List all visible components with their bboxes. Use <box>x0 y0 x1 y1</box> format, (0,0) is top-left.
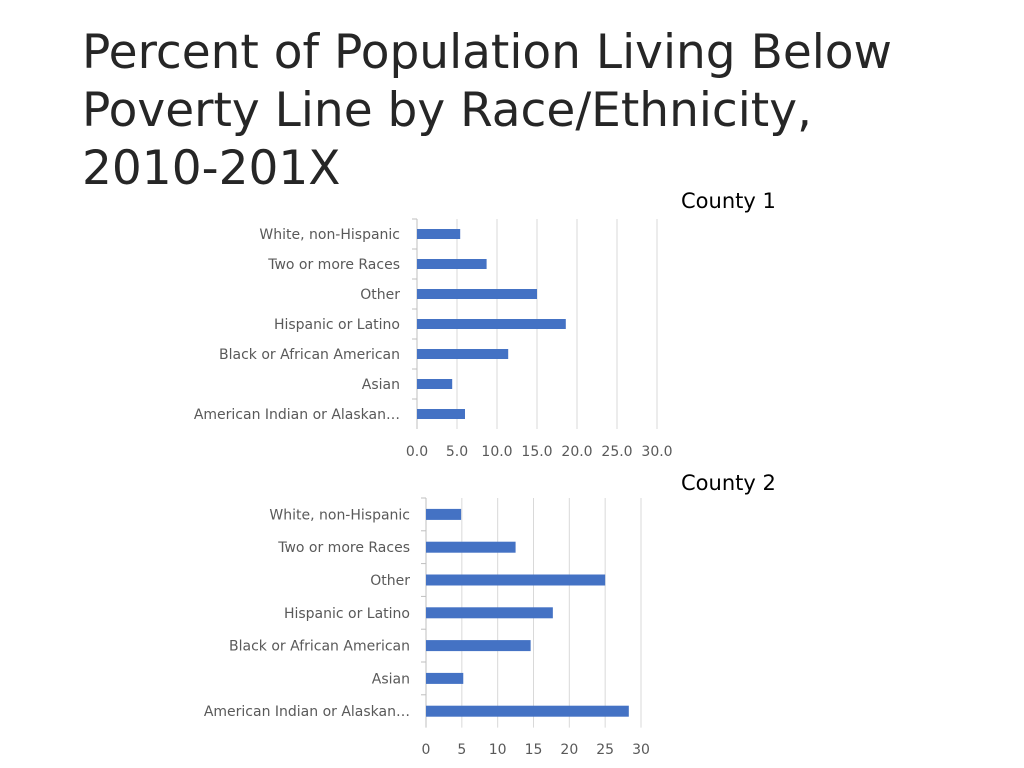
x-tick-label: 25.0 <box>601 444 632 460</box>
x-tick-label: 0.0 <box>406 444 428 460</box>
bar-c2-5 <box>426 640 531 652</box>
bar-c1-6 <box>417 379 453 389</box>
x-tick-label: 10.0 <box>481 444 512 460</box>
bar-c1-1 <box>417 229 461 239</box>
category-label: Black or African American <box>219 347 400 363</box>
bar-c1-4 <box>417 319 566 329</box>
bar-c2-1 <box>426 508 462 520</box>
category-label: White, non-Hispanic <box>259 227 400 243</box>
bar-c1-3 <box>417 289 537 299</box>
category-label: White, non-Hispanic <box>269 507 410 523</box>
chart-title-county-2: County 2 <box>681 471 776 495</box>
bar-c2-7 <box>426 705 629 717</box>
x-tick-label: 15.0 <box>521 444 552 460</box>
bar-c2-2 <box>426 541 516 553</box>
category-label: Asian <box>372 671 410 687</box>
bar-c1-7 <box>417 409 465 419</box>
x-tick-label: 25 <box>596 742 614 758</box>
x-tick-label: 0 <box>422 742 431 758</box>
bar-c2-6 <box>426 672 464 684</box>
category-label: Two or more Races <box>277 540 410 556</box>
category-label: Hispanic or Latino <box>274 317 400 333</box>
x-tick-label: 30.0 <box>641 444 672 460</box>
category-label: American Indian or Alaskan… <box>194 407 400 423</box>
bar-c1-2 <box>417 259 487 269</box>
x-tick-label: 20 <box>560 742 578 758</box>
chart-title-county-1: County 1 <box>681 189 776 213</box>
x-tick-label: 10 <box>489 742 507 758</box>
category-label: Other <box>360 287 400 303</box>
category-label: Hispanic or Latino <box>284 606 410 622</box>
bar-c2-4 <box>426 607 553 619</box>
category-label: Black or African American <box>229 639 410 655</box>
category-label: Other <box>370 573 410 589</box>
x-tick-label: 20.0 <box>561 444 592 460</box>
category-label: Asian <box>362 377 400 393</box>
x-tick-label: 15 <box>525 742 543 758</box>
x-tick-label: 5.0 <box>446 444 468 460</box>
x-tick-label: 30 <box>632 742 650 758</box>
bar-c1-5 <box>417 349 509 359</box>
category-label: American Indian or Alaskan… <box>204 704 410 720</box>
slide-title: Percent of Population Living Below Pover… <box>82 25 892 196</box>
x-tick-label: 5 <box>457 742 466 758</box>
category-label: Two or more Races <box>267 257 400 273</box>
bar-c2-3 <box>426 574 606 586</box>
